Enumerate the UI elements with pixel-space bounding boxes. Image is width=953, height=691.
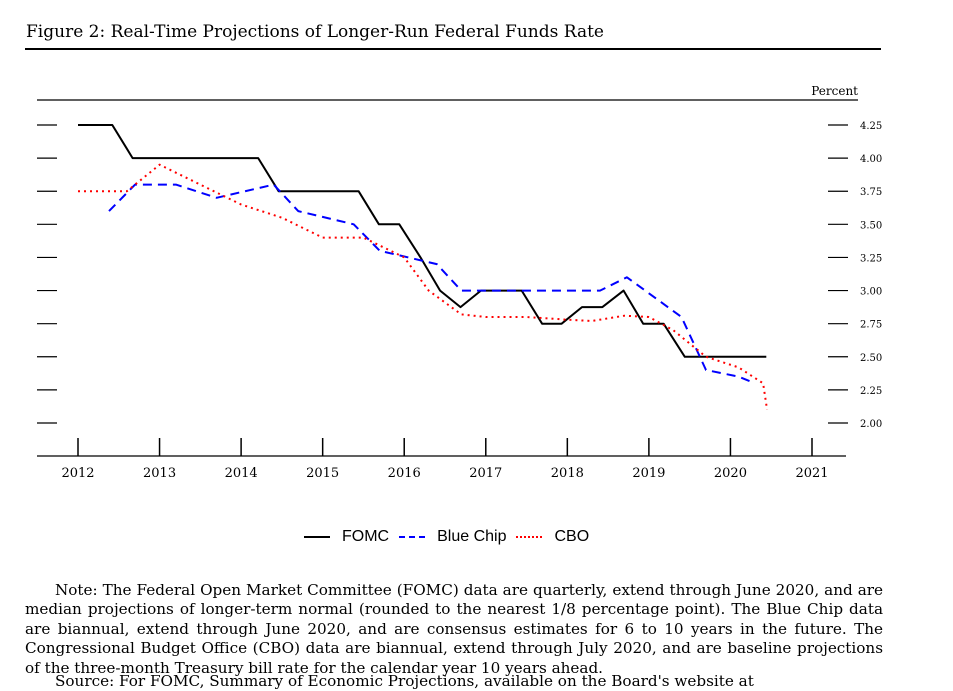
x-tick-label: 2018	[551, 466, 584, 481]
legend-label-blue-chip: Blue Chip	[437, 528, 507, 545]
y-tick-label: 3.75	[860, 187, 882, 198]
legend: FOMC Blue Chip CBO	[304, 526, 599, 548]
y-tick-label: 3.00	[860, 287, 882, 298]
legend-swatch-blue-chip	[399, 536, 426, 538]
x-axis-ticks: 2012 2013 2014 2015 2016 2017 2018 2019 2020 2021	[61, 438, 829, 481]
y-tick-label: 4.00	[860, 154, 882, 165]
y-tick-label: 2.00	[860, 419, 882, 430]
x-tick-label: 2021	[795, 466, 828, 481]
series-line-blue-chip	[108, 183, 756, 385]
source-text: Source: For FOMC, Summary of Economic Pr…	[55, 672, 754, 690]
legend-swatch-fomc	[304, 536, 330, 538]
y-tick-label: 2.75	[860, 320, 882, 331]
legend-item-fomc: FOMC	[304, 528, 389, 546]
y-tick-label: 3.50	[860, 220, 882, 231]
left-tick-marks	[37, 124, 57, 424]
x-tick-label: 2012	[61, 466, 94, 481]
legend-item-cbo: CBO	[516, 528, 589, 546]
note-text: Note: The Federal Open Market Committee …	[25, 581, 883, 677]
x-tick-label: 2014	[225, 466, 258, 481]
legend-label-fomc: FOMC	[342, 528, 390, 545]
line-chart: Percent 4.25 4.00 3.75 3.50 3.25 3.00 2.75 2.50…	[37, 84, 882, 481]
figure-title: Figure 2: Real-Time Projections of Longe…	[26, 22, 604, 42]
y-tick-label: 3.25	[860, 253, 882, 264]
title-rule	[25, 48, 881, 50]
series-line-cbo	[78, 163, 769, 410]
x-tick-label: 2013	[143, 466, 176, 481]
y-tick-label: 2.25	[860, 386, 882, 397]
x-tick-label: 2016	[388, 466, 421, 481]
legend-item-blue-chip: Blue Chip	[399, 528, 506, 546]
legend-label-cbo: CBO	[554, 528, 590, 545]
x-tick-label: 2015	[306, 466, 339, 481]
x-tick-label: 2019	[632, 466, 665, 481]
series-line-fomc	[78, 124, 767, 358]
y-tick-label: 2.50	[860, 353, 882, 364]
x-tick-label: 2020	[714, 466, 747, 481]
y-tick-label: 4.25	[860, 121, 882, 132]
figure-note: Note: The Federal Open Market Committee …	[25, 581, 883, 678]
series-layer	[78, 124, 769, 410]
y-unit-label: Percent	[811, 84, 858, 98]
right-tick-marks: 4.25 4.00 3.75 3.50 3.25 3.00 2.75 2.50 2.25 2.00	[828, 121, 882, 430]
x-tick-label: 2017	[469, 466, 502, 481]
legend-swatch-cbo	[516, 536, 543, 538]
